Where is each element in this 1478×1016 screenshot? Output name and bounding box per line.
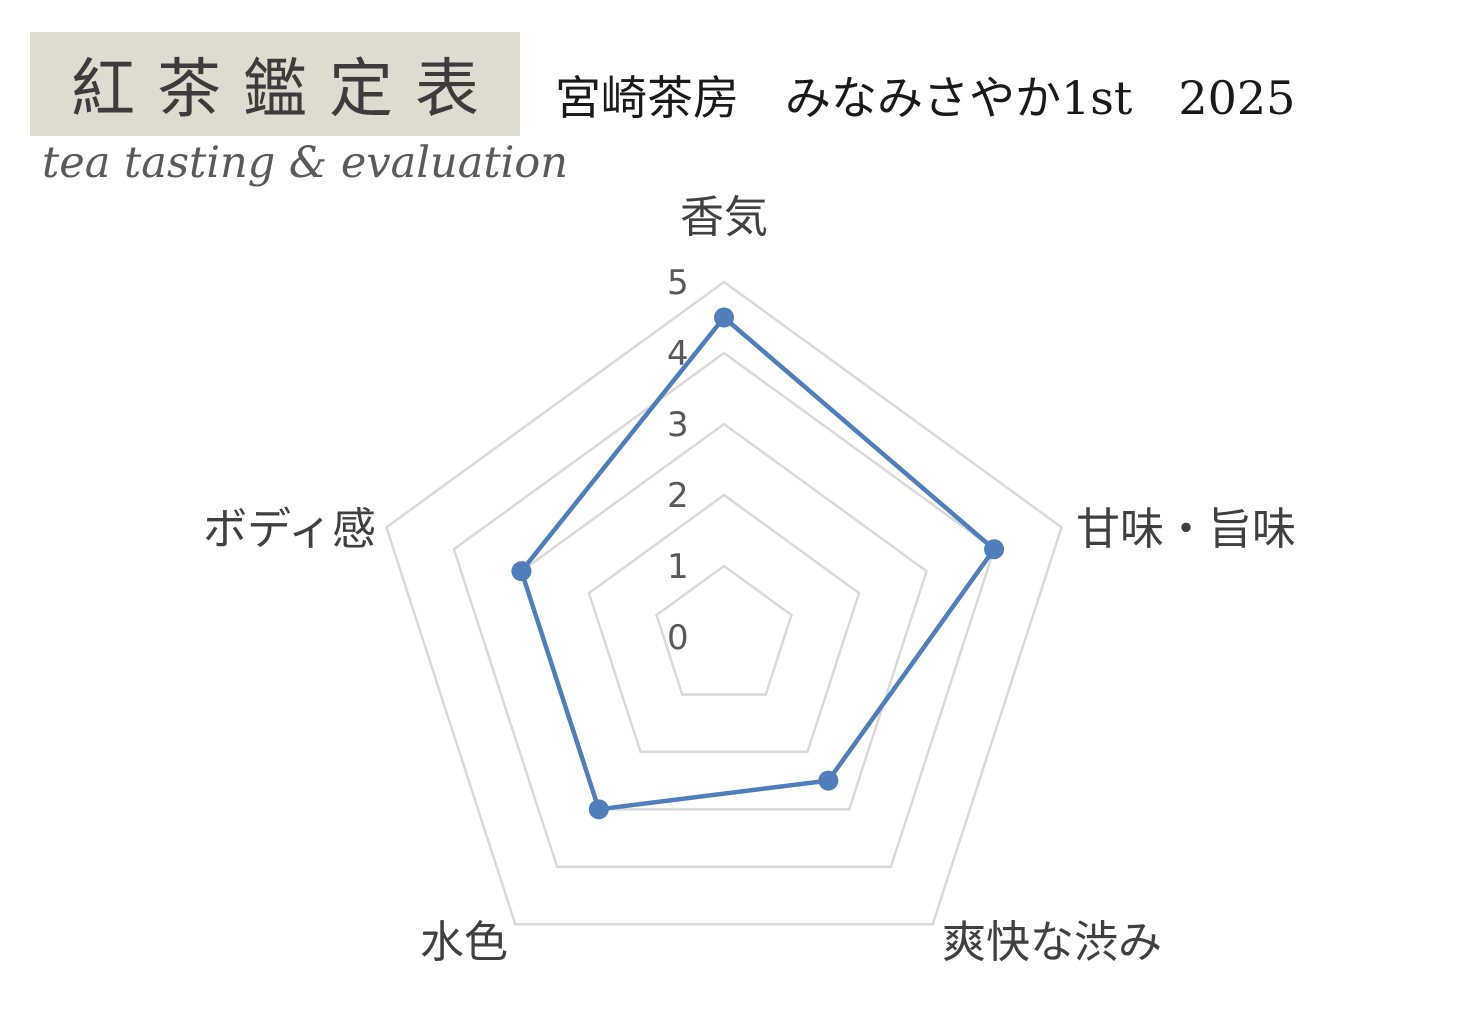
tick-label-1: 1 <box>667 547 689 587</box>
axis-label-1: 香気 <box>680 192 768 243</box>
header-title: 宮崎茶房 みなみさやか1st 2025 <box>555 71 1296 125</box>
grid-ring-4 <box>452 351 996 869</box>
tick-label-5: 5 <box>667 263 689 303</box>
grid-ring-2 <box>587 493 861 754</box>
logo-title: 紅茶鑑定表 <box>71 53 501 127</box>
grid-ring-1 <box>655 564 793 696</box>
axis-label-2: 甘味・旨味 <box>1076 504 1296 555</box>
tick-label-4: 4 <box>667 334 689 374</box>
data-point-2 <box>984 539 1005 560</box>
axis-label-5: ボディ感 <box>203 504 376 555</box>
series-line <box>519 315 997 812</box>
axis-label-3: 爽快な渋み <box>942 917 1162 968</box>
grid-ring-3 <box>519 422 929 811</box>
tick-label-0: 0 <box>667 618 689 658</box>
data-point-4 <box>588 799 609 820</box>
data-point-3 <box>818 770 839 791</box>
logo-box: 紅茶鑑定表 <box>30 32 520 136</box>
tick-label-2: 2 <box>667 476 689 516</box>
grid-ring-5 <box>384 280 1064 926</box>
tick-label-3: 3 <box>667 405 689 445</box>
logo-subtitle: tea tasting & evaluation <box>42 138 568 188</box>
axis-label-4: 水色 <box>420 917 508 968</box>
data-point-5 <box>511 561 532 582</box>
data-point-1 <box>714 307 734 328</box>
